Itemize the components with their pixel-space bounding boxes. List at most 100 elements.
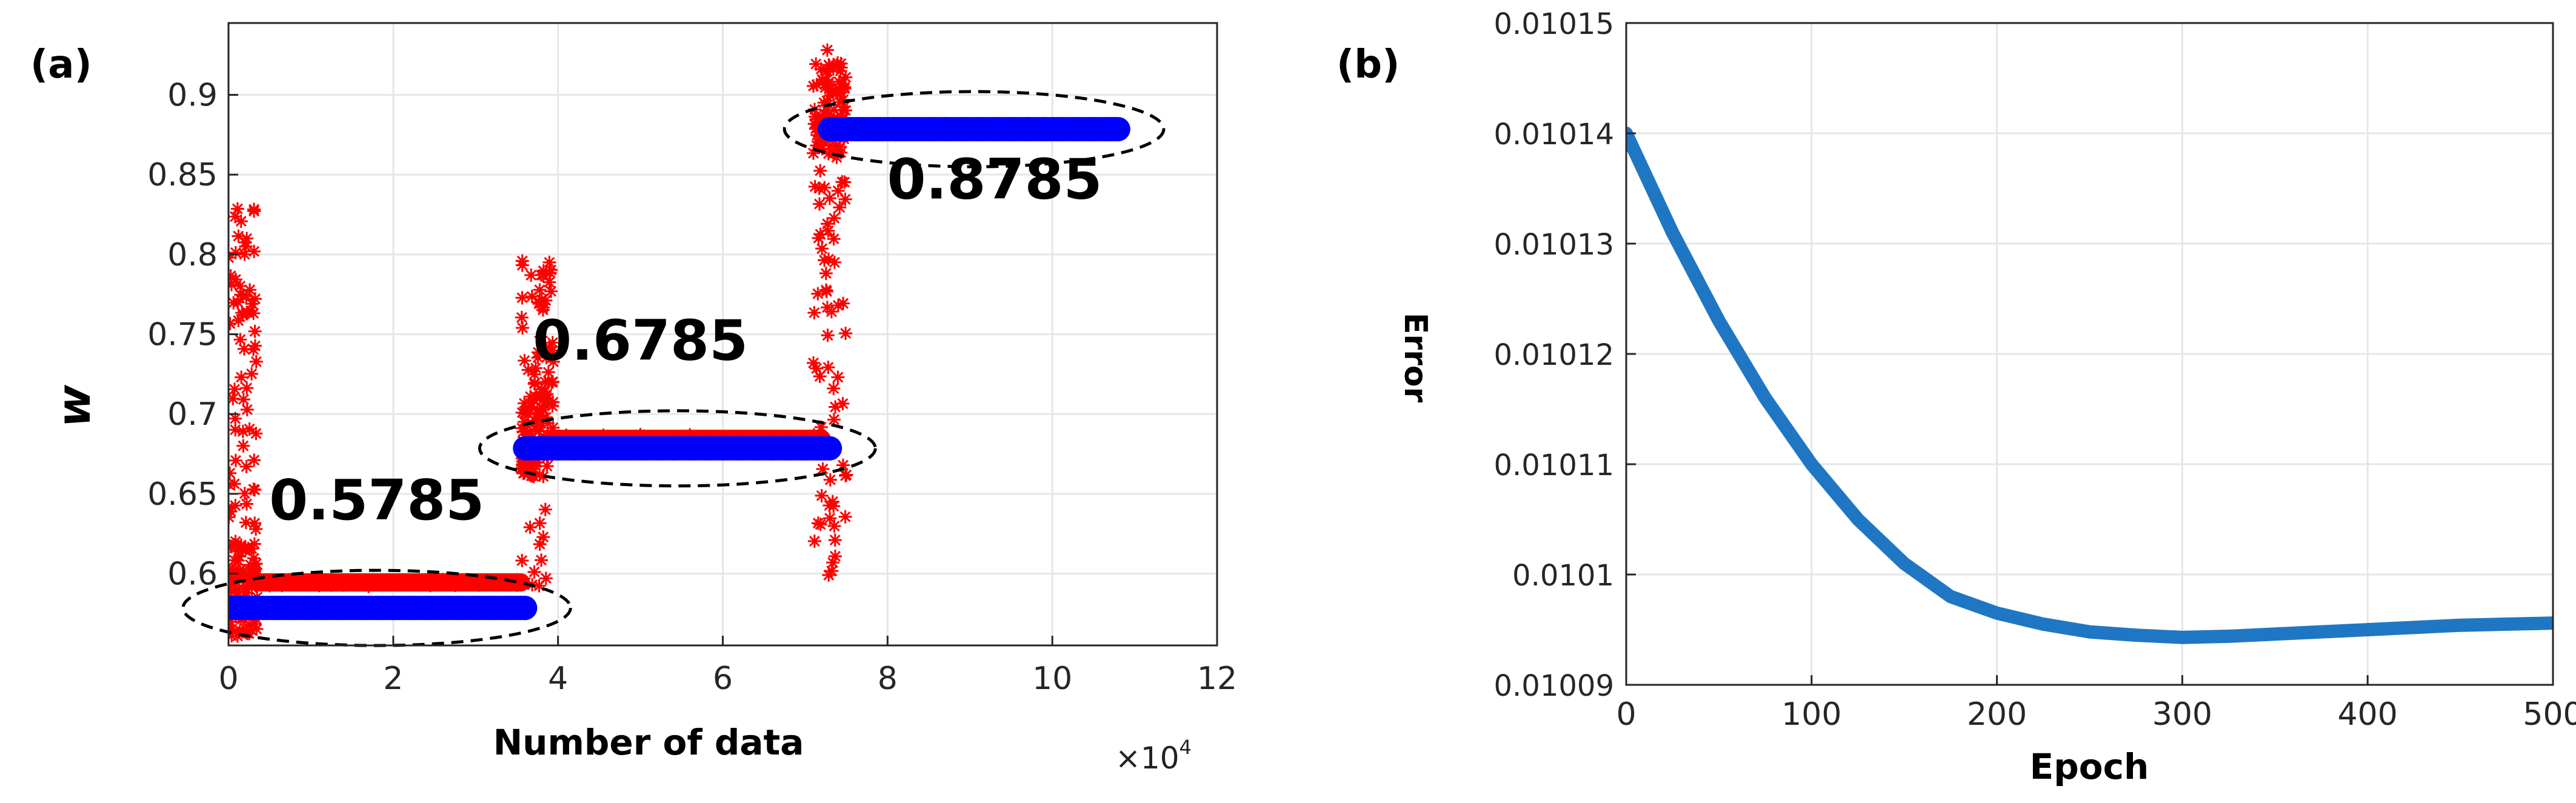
red-asterisk-point bbox=[239, 290, 253, 303]
red-asterisk-point bbox=[337, 578, 350, 591]
red-asterisk-point bbox=[813, 198, 826, 211]
red-asterisk-point bbox=[815, 489, 829, 502]
red-asterisk-point bbox=[820, 285, 833, 298]
red-asterisk-point bbox=[300, 576, 313, 589]
panel-b-label: (b) bbox=[1336, 42, 1400, 87]
red-asterisk-point bbox=[535, 401, 549, 414]
red-asterisk-point bbox=[819, 267, 833, 280]
red-asterisk-point bbox=[539, 375, 552, 388]
red-asterisk-point bbox=[807, 79, 820, 93]
red-asterisk-point bbox=[838, 176, 851, 189]
x-tick-label: 8 bbox=[878, 661, 898, 697]
y-tick-label: 0.01013 bbox=[1494, 228, 1615, 262]
red-asterisk-point bbox=[827, 232, 841, 245]
red-asterisk-point bbox=[821, 301, 834, 314]
red-asterisk-point bbox=[833, 201, 846, 214]
red-asterisk-point bbox=[544, 266, 557, 279]
x-tick-label: 400 bbox=[2338, 696, 2398, 733]
y-tick-label: 0.9 bbox=[167, 78, 218, 114]
red-asterisk-point bbox=[809, 58, 823, 71]
red-asterisk-point bbox=[839, 327, 852, 340]
x-tick-label: 300 bbox=[2152, 696, 2212, 733]
red-asterisk-point bbox=[807, 306, 821, 319]
y-tick-label: 0.6 bbox=[167, 556, 218, 593]
y-tick-label: 0.0101 bbox=[1512, 559, 1614, 593]
red-asterisk-point bbox=[229, 499, 242, 512]
red-asterisk-point bbox=[833, 140, 847, 153]
y-tick-label: 0.75 bbox=[147, 317, 218, 353]
plateau-value-annotation: 0.6785 bbox=[533, 308, 748, 373]
red-asterisk-point bbox=[823, 499, 836, 512]
red-asterisk-point bbox=[518, 397, 531, 410]
red-asterisk-point bbox=[412, 575, 425, 588]
red-asterisk-point bbox=[449, 579, 462, 592]
red-asterisk-point bbox=[232, 230, 245, 243]
y-tick-label: 0.65 bbox=[147, 476, 218, 513]
y-tick-label: 0.01012 bbox=[1494, 338, 1615, 372]
red-asterisk-point bbox=[275, 579, 289, 592]
red-asterisk-point bbox=[539, 503, 552, 516]
red-asterisk-point bbox=[229, 273, 242, 286]
x-tick-label: 6 bbox=[713, 661, 733, 697]
red-asterisk-point bbox=[461, 577, 474, 590]
red-asterisk-point bbox=[827, 519, 841, 533]
x-tick-label: 100 bbox=[1781, 696, 1841, 733]
red-asterisk-point bbox=[288, 577, 301, 590]
panel-a-label: (a) bbox=[30, 42, 92, 87]
red-asterisk-point bbox=[831, 371, 844, 384]
red-asterisk-point bbox=[518, 415, 531, 428]
x-tick-label: 200 bbox=[1967, 696, 2027, 733]
red-asterisk-point bbox=[228, 382, 241, 396]
red-asterisk-point bbox=[815, 242, 829, 255]
red-asterisk-point bbox=[810, 362, 823, 375]
red-asterisk-point bbox=[239, 240, 253, 253]
red-asterisk-point bbox=[247, 204, 261, 218]
red-asterisk-point bbox=[362, 580, 375, 593]
y-tick-label: 0.01011 bbox=[1494, 448, 1615, 482]
red-asterisk-point bbox=[247, 482, 260, 496]
x-tick-label: 0 bbox=[1616, 696, 1636, 733]
red-asterisk-point bbox=[821, 328, 835, 342]
red-asterisk-point bbox=[374, 578, 387, 591]
red-asterisk-point bbox=[516, 406, 529, 419]
red-asterisk-point bbox=[245, 367, 258, 381]
red-asterisk-point bbox=[243, 422, 256, 436]
red-asterisk-point bbox=[387, 574, 400, 587]
red-asterisk-point bbox=[325, 578, 338, 591]
y-tick-label: 0.7 bbox=[167, 396, 218, 433]
panel-b-xlabel: Epoch bbox=[2030, 746, 2149, 787]
red-asterisk-point bbox=[229, 454, 242, 467]
panel-a-x-exponent: ×104 bbox=[1115, 736, 1192, 776]
red-asterisk-point bbox=[473, 578, 487, 591]
red-asterisk-point bbox=[248, 516, 261, 530]
red-asterisk-point bbox=[313, 579, 326, 592]
red-asterisk-point bbox=[235, 371, 248, 384]
panel-b-ylabel: Error bbox=[1397, 313, 1433, 403]
x-tick-label: 2 bbox=[383, 661, 403, 697]
red-asterisk-point bbox=[247, 343, 260, 356]
red-asterisk-point bbox=[241, 403, 254, 416]
blue-circle-point bbox=[513, 596, 537, 620]
red-asterisk-point bbox=[516, 255, 529, 268]
red-asterisk-point bbox=[424, 579, 437, 592]
red-asterisk-point bbox=[223, 467, 236, 480]
y-tick-label: 0.01009 bbox=[1494, 669, 1615, 703]
x-tick-label: 4 bbox=[548, 661, 568, 697]
red-asterisk-point bbox=[524, 521, 537, 534]
red-asterisk-point bbox=[251, 574, 264, 587]
blue-circle-point bbox=[810, 436, 834, 461]
red-asterisk-point bbox=[245, 542, 258, 555]
red-asterisk-point bbox=[824, 473, 837, 487]
y-tick-label: 0.8 bbox=[167, 237, 218, 273]
red-asterisk-point bbox=[821, 44, 834, 57]
red-asterisk-point bbox=[225, 622, 239, 636]
x-tick-label: 12 bbox=[1197, 661, 1237, 697]
red-asterisk-point bbox=[808, 535, 821, 548]
red-asterisk-point bbox=[818, 253, 831, 267]
red-asterisk-point bbox=[535, 553, 548, 567]
red-asterisk-point bbox=[235, 215, 248, 228]
red-asterisk-point bbox=[839, 510, 852, 524]
